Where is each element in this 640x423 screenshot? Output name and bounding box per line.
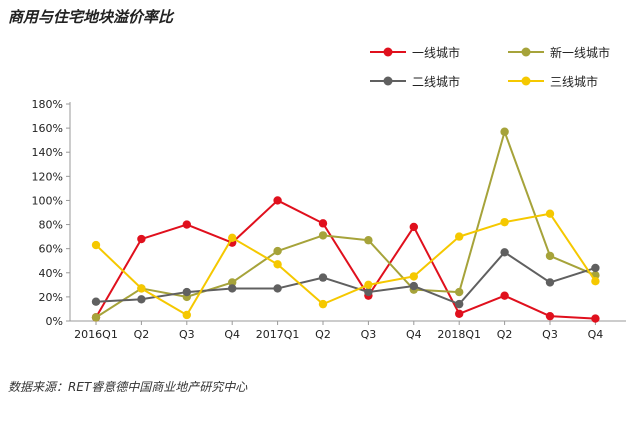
data-point-2-5 — [318, 273, 328, 282]
y-tick-label: 120% — [32, 170, 63, 183]
x-tick-label: Q2 — [497, 328, 513, 341]
x-tick-label: Q2 — [315, 328, 331, 341]
y-tick-label: 20% — [39, 291, 63, 304]
data-point-3-10 — [545, 209, 555, 218]
data-point-3-3 — [228, 233, 237, 243]
y-tick-label: 180% — [32, 98, 63, 111]
data-point-1-10 — [545, 251, 555, 261]
data-point-1-6 — [364, 236, 373, 245]
data-point-0-5 — [318, 219, 328, 228]
data-point-3-6 — [364, 280, 373, 290]
legend-item-tier1: 一线城市 — [368, 44, 478, 60]
data-point-2-9 — [500, 248, 509, 257]
data-point-2-1 — [137, 295, 146, 304]
data-point-0-7 — [409, 222, 418, 232]
y-tick-label: 160% — [32, 122, 63, 135]
series-line-0 — [95, 199, 596, 320]
y-tick-label: 60% — [39, 243, 63, 256]
data-point-2-4 — [273, 284, 282, 293]
legend-marker-new-tier1 — [508, 47, 544, 57]
series-line-1 — [95, 130, 596, 319]
legend-item-tier3: 三线城市 — [506, 73, 626, 89]
data-point-3-4 — [273, 260, 282, 269]
x-tick-label: Q3 — [542, 328, 558, 341]
data-point-3-8 — [455, 232, 464, 241]
data-point-1-5 — [318, 231, 328, 240]
legend-marker-tier1 — [370, 47, 406, 57]
data-point-3-0 — [91, 240, 101, 250]
data-point-1-3 — [228, 278, 237, 287]
data-point-3-7 — [409, 272, 418, 281]
data-point-0-9 — [500, 291, 509, 300]
data-point-2-7 — [409, 281, 418, 291]
data-point-0-11 — [591, 314, 600, 323]
y-tick-label: 100% — [32, 194, 63, 207]
y-tick-label: 0% — [46, 315, 63, 328]
legend-label-tier1: 一线城市 — [412, 46, 461, 60]
data-point-1-0 — [91, 313, 101, 322]
x-tick-label: Q3 — [361, 328, 377, 341]
y-tick-label: 140% — [32, 146, 63, 159]
legend-marker-tier2 — [370, 76, 406, 86]
x-tick-label: Q3 — [179, 328, 195, 341]
data-point-0-1 — [137, 234, 146, 244]
data-point-3-9 — [500, 217, 509, 227]
x-tick-label: 2018Q1 — [437, 328, 481, 341]
series-line-2 — [95, 251, 596, 306]
data-source-note: 数据来源：RET睿意德中国商业地产研究中心 — [8, 380, 248, 394]
x-tick-label: Q4 — [224, 328, 240, 341]
x-tick-label: Q4 — [406, 328, 422, 341]
data-point-2-0 — [91, 297, 101, 306]
data-point-3-5 — [318, 299, 328, 309]
x-tick-label: 2016Q1 — [74, 328, 118, 341]
legend-marker-tier3 — [508, 76, 544, 86]
data-point-1-9 — [500, 127, 509, 136]
data-point-0-10 — [545, 311, 555, 321]
data-point-3-1 — [137, 284, 146, 293]
legend-label-tier2: 二线城市 — [412, 75, 461, 89]
data-point-3-2 — [182, 310, 191, 320]
data-point-2-6 — [364, 287, 373, 297]
legend-label-new-tier1: 新一线城市 — [550, 46, 611, 60]
chart-title: 商用与住宅地块溢价率比 — [8, 8, 174, 26]
data-point-0-8 — [455, 309, 464, 318]
data-point-3-11 — [591, 277, 600, 286]
data-point-0-4 — [273, 196, 282, 205]
x-tick-label: Q2 — [134, 328, 150, 341]
data-point-1-8 — [455, 287, 464, 297]
data-point-2-11 — [591, 263, 600, 273]
legend-item-new-tier1: 新一线城市 — [506, 44, 636, 60]
x-tick-label: Q4 — [588, 328, 604, 341]
y-tick-label: 80% — [39, 219, 63, 232]
data-point-2-3 — [228, 284, 237, 293]
data-point-2-2 — [182, 287, 191, 297]
data-point-1-4 — [273, 246, 282, 256]
series-line-3 — [95, 212, 597, 316]
data-point-0-2 — [182, 220, 191, 229]
y-tick-label: 40% — [39, 267, 63, 280]
data-point-2-8 — [455, 299, 464, 309]
legend-item-tier2: 二线城市 — [368, 73, 478, 89]
x-tick-label: 2017Q1 — [256, 328, 300, 341]
legend-label-tier3: 三线城市 — [550, 75, 599, 89]
data-point-2-10 — [545, 278, 555, 287]
